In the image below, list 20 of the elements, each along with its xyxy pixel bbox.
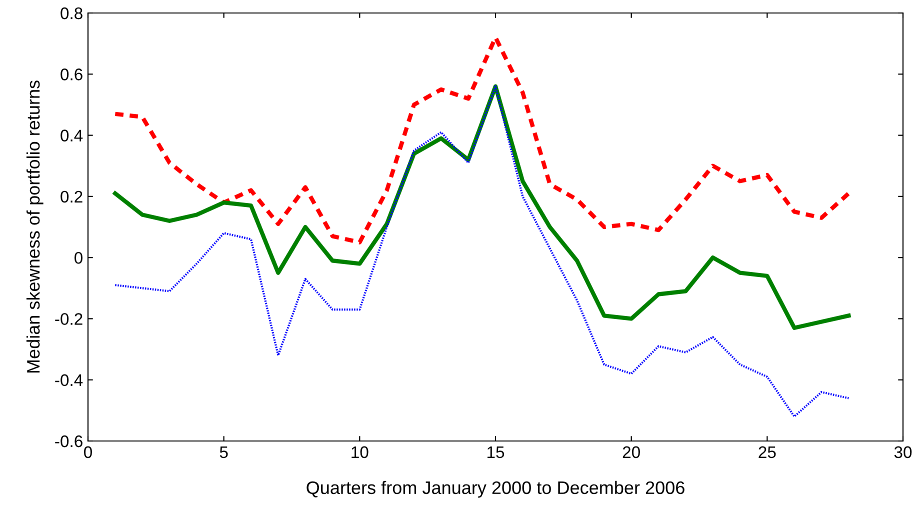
x-tick-label: 5	[220, 446, 228, 458]
x-tick-label: 30	[894, 446, 912, 458]
y-tick-label: 0.4	[60, 130, 83, 142]
x-tick-label: 25	[758, 446, 776, 458]
line-series	[114, 85, 850, 418]
y-tick-label: -0.4	[55, 374, 83, 386]
y-tick-label: 0.8	[60, 7, 82, 20]
line-series	[113, 84, 851, 330]
x-tick-label: 15	[488, 446, 504, 458]
x-axis-title: Quarters from January 2000 to December 2006	[306, 480, 684, 498]
y-tick-label: 0.6	[60, 68, 82, 80]
y-tick-label: 0.2	[60, 190, 82, 203]
y-tick-label: 0	[74, 252, 82, 264]
y-axis-title: Median skewness of portfolio returns	[26, 80, 44, 373]
x-tick-label: 0	[84, 446, 92, 458]
y-tick-label: -0.2	[55, 313, 82, 325]
line-series	[113, 35, 851, 244]
y-tick-label: -0.6	[55, 435, 82, 448]
x-tick-label: 20	[622, 446, 640, 458]
x-tick-label: 10	[352, 446, 368, 458]
